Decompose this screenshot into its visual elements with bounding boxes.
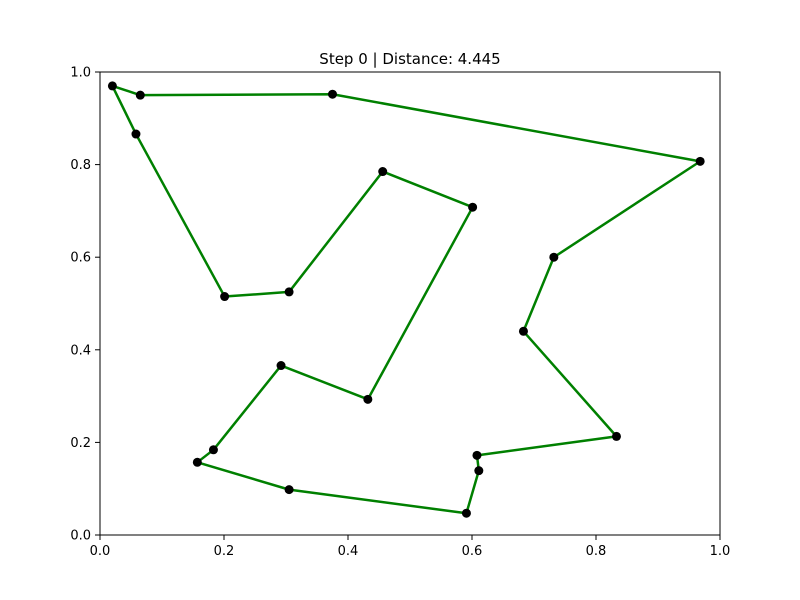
- city-point: [107, 81, 117, 91]
- city-point: [472, 450, 482, 460]
- city-point: [611, 431, 621, 441]
- city-point: [461, 508, 471, 518]
- city-point: [131, 129, 141, 139]
- x-tick-label: 1.0: [710, 544, 731, 559]
- x-tick-label: 0.2: [214, 544, 235, 559]
- city-point: [208, 445, 218, 455]
- city-point: [378, 167, 388, 177]
- city-point: [284, 485, 294, 495]
- x-tick-label: 0.6: [462, 544, 483, 559]
- x-tick-label: 0.8: [586, 544, 607, 559]
- city-point: [276, 361, 286, 371]
- y-tick-label: 0.8: [70, 158, 91, 173]
- y-tick-label: 0.2: [70, 436, 91, 451]
- route-line: [111, 84, 702, 515]
- y-tick-label: 0.0: [70, 529, 91, 544]
- city-point: [220, 292, 230, 302]
- chart-title: Step 0 | Distance: 4.445: [319, 50, 500, 68]
- city-point: [192, 457, 202, 467]
- y-tick-label: 0.4: [70, 343, 91, 358]
- city-point: [549, 252, 559, 262]
- city-point: [468, 202, 478, 212]
- x-tick-label: 0.0: [90, 544, 111, 559]
- city-point: [474, 466, 484, 476]
- city-point: [363, 394, 373, 404]
- city-point: [518, 326, 528, 336]
- city-point: [284, 287, 294, 297]
- plot-area: [107, 81, 705, 518]
- axes: 0.0 0.2 0.4 0.6 0.8 1.0 0.0 0.2 0.4 0.6 0.8 1.0: [70, 66, 730, 560]
- city-point: [135, 90, 145, 100]
- city-point: [695, 156, 705, 166]
- axes-frame: [99, 71, 721, 536]
- city-point: [328, 89, 337, 99]
- x-tick-label: 0.4: [338, 544, 359, 559]
- y-tick-label: 0.6: [70, 251, 91, 266]
- y-tick-label: 1.0: [70, 66, 91, 81]
